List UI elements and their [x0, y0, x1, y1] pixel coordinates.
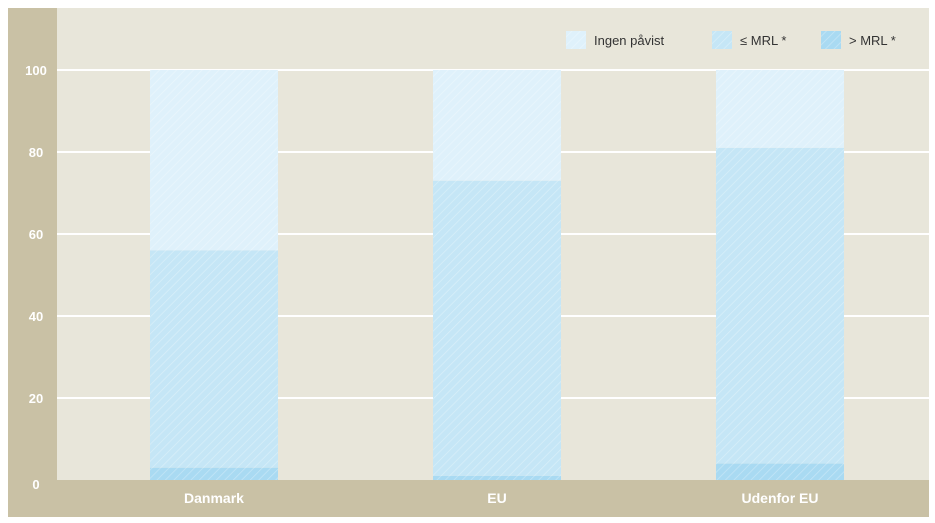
y-tick-label: 80 — [29, 145, 43, 160]
x-axis-band — [57, 480, 929, 517]
y-tick-label: 40 — [29, 309, 43, 324]
x-tick-label: Danmark — [184, 490, 244, 506]
y-axis-band — [8, 8, 57, 517]
bar-segment — [150, 250, 278, 468]
legend-swatch — [566, 31, 586, 49]
bars — [150, 70, 844, 480]
legend-label: Ingen påvist — [594, 33, 664, 48]
bar-segment — [716, 70, 844, 148]
x-tick-label: EU — [487, 490, 506, 506]
legend: Ingen påvist ≤ MRL * > MRL * — [566, 31, 896, 49]
y-tick-label: 100 — [25, 63, 47, 78]
legend-label: > MRL * — [849, 33, 896, 48]
legend-swatch — [712, 31, 732, 49]
x-tick-labels: Danmark EU Udenfor EU — [184, 490, 818, 506]
bar-segment — [150, 70, 278, 251]
y-tick-label: 20 — [29, 391, 43, 406]
bar-segment — [433, 70, 561, 181]
legend-swatch — [821, 31, 841, 49]
x-tick-label: Udenfor EU — [742, 490, 819, 506]
bar-segment — [716, 463, 844, 480]
bar-segment — [716, 147, 844, 464]
bar-segment — [433, 475, 561, 480]
y-tick-labels: 0 20 40 60 80 100 — [25, 63, 47, 492]
legend-label: ≤ MRL * — [740, 33, 786, 48]
y-tick-label: 0 — [32, 477, 39, 492]
y-tick-label: 60 — [29, 227, 43, 242]
bar-segment — [433, 180, 561, 476]
bar-segment — [150, 467, 278, 480]
